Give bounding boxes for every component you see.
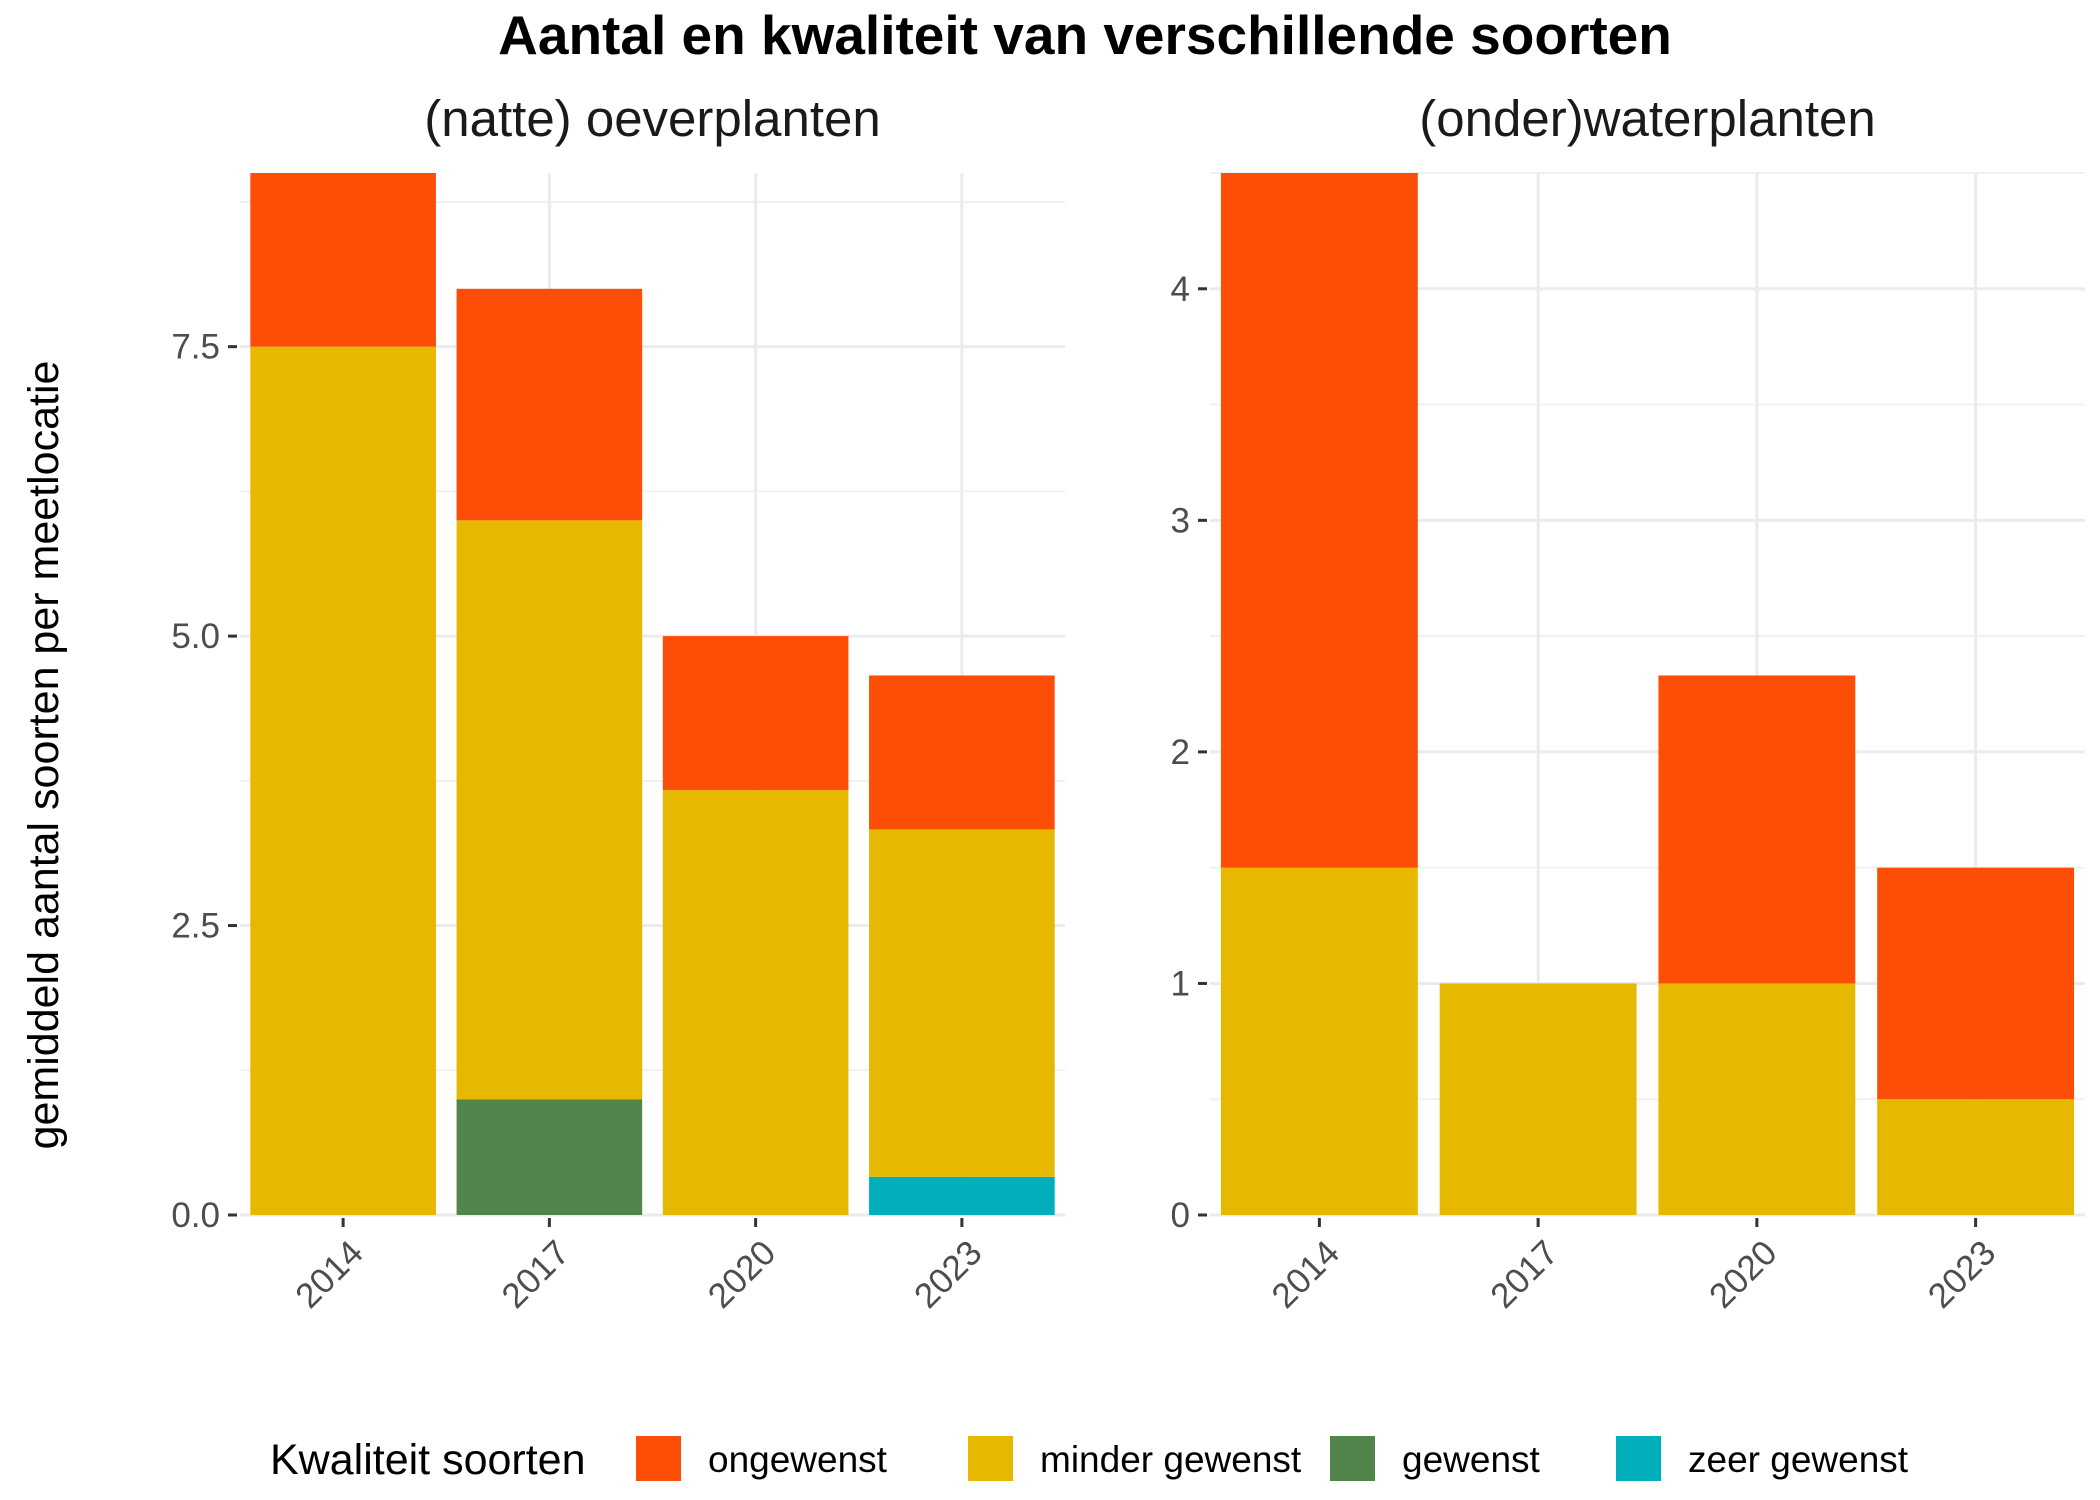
bar-minder-gewenst-2017 xyxy=(1439,983,1637,1215)
legend: Kwaliteit soorten ongewenst minder gewenst… xyxy=(270,1436,1909,1484)
panel-title: (onder)waterplanten xyxy=(1419,90,1875,147)
x-tick-label: 2023 xyxy=(907,1233,990,1316)
legend-label: minder gewenst xyxy=(1040,1439,1302,1480)
legend-item-zeer-gewenst: zeer gewenst xyxy=(1616,1436,1909,1481)
x-tick-label: 2014 xyxy=(288,1233,371,1316)
legend-swatch xyxy=(1616,1436,1661,1481)
x-tick-label: 2023 xyxy=(1921,1233,2004,1316)
legend-swatch xyxy=(636,1436,681,1481)
legend-item-gewenst: gewenst xyxy=(1330,1436,1541,1481)
x-tick-label: 2017 xyxy=(1483,1233,1566,1316)
y-tick-label: 3 xyxy=(1171,501,1190,540)
bar-ongewenst-2017 xyxy=(456,288,643,521)
y-axis-label: gemiddeld aantal soorten per meetlocatie xyxy=(20,361,68,1150)
x-tick-label: 2020 xyxy=(1702,1233,1785,1316)
panel-1: (natte) oeverplanten 0.0 2.5 5.0 7.5 2014 2017… xyxy=(171,90,1065,1316)
bar-minder-gewenst-2014 xyxy=(1220,867,1418,1215)
bar-zeer-gewenst-2023 xyxy=(869,1176,1055,1215)
legend-label: ongewenst xyxy=(708,1439,888,1480)
panel-title: (natte) oeverplanten xyxy=(424,90,880,147)
y-tick-label: 0.0 xyxy=(171,1196,220,1235)
panel-2: (onder)waterplanten 0 1 2 3 4 2014 2017 2020 2023 xyxy=(1171,90,2085,1316)
legend-swatch xyxy=(968,1436,1013,1481)
legend-title: Kwaliteit soorten xyxy=(270,1436,586,1484)
y-tick-label: 5.0 xyxy=(171,617,220,656)
bar-ongewenst-2023 xyxy=(1877,867,2075,1100)
bar-ongewenst-2014 xyxy=(250,173,436,347)
legend-label: zeer gewenst xyxy=(1688,1439,1909,1480)
bar-gewenst-2017 xyxy=(456,1099,643,1215)
legend-label: gewenst xyxy=(1402,1439,1541,1480)
x-tick-label: 2017 xyxy=(494,1233,577,1316)
bar-minder-gewenst-2023 xyxy=(1877,1099,2075,1215)
x-tick-label: 2014 xyxy=(1264,1233,1347,1316)
y-tick-label: 0 xyxy=(1171,1196,1190,1235)
bar-minder-gewenst-2020 xyxy=(662,790,849,1215)
bar-ongewenst-2020 xyxy=(662,636,849,791)
legend-item-minder-gewenst: minder gewenst xyxy=(968,1436,1302,1481)
bar-ongewenst-2020 xyxy=(1658,675,1856,984)
y-tick-label: 7.5 xyxy=(171,328,220,367)
bar-minder-gewenst-2014 xyxy=(250,346,436,1216)
y-tick-label: 1 xyxy=(1171,964,1190,1003)
y-tick-label: 2.5 xyxy=(171,907,220,946)
legend-swatch xyxy=(1330,1436,1375,1481)
bar-minder-gewenst-2017 xyxy=(456,520,643,1100)
legend-item-ongewenst: ongewenst xyxy=(636,1436,888,1481)
bar-minder-gewenst-2020 xyxy=(1658,983,1856,1215)
bar-ongewenst-2023 xyxy=(869,675,1055,830)
chart-title: Aantal en kwaliteit van verschillende so… xyxy=(498,4,1672,66)
bar-ongewenst-2014 xyxy=(1220,173,1418,868)
y-tick-label: 4 xyxy=(1171,270,1190,309)
bar-minder-gewenst-2023 xyxy=(869,829,1055,1177)
x-tick-label: 2020 xyxy=(701,1233,784,1316)
y-tick-label: 2 xyxy=(1171,733,1190,772)
